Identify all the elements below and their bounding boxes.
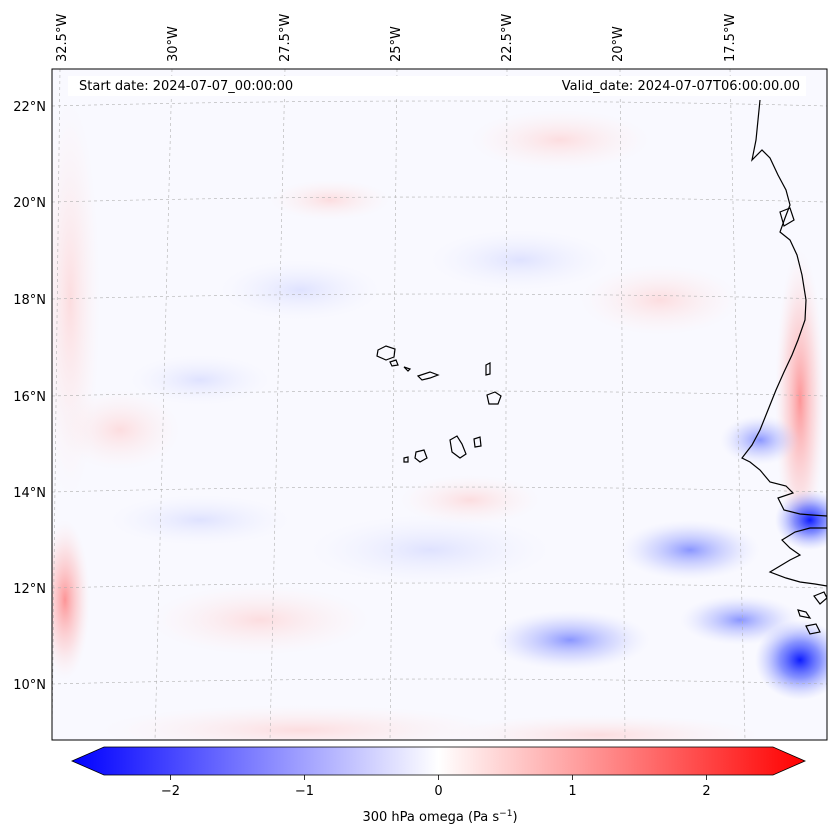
colorbar-tick-label: 1 — [568, 784, 576, 799]
meridian-line — [619, 69, 626, 740]
colorbar-tick-label: −2 — [161, 784, 180, 799]
lat-label: 18°N — [13, 293, 46, 308]
omega-patch — [490, 610, 650, 670]
island-sao-nicolau — [416, 371, 440, 381]
lon-label: 27.5°W — [278, 14, 293, 62]
coastal-island — [779, 207, 795, 227]
lon-label: 30°W — [166, 26, 181, 62]
omega-patch — [775, 250, 825, 550]
coastline — [741, 99, 827, 635]
colorbar: −2 −1 0 1 2 300 hPa omega (Pa s−1) — [71, 746, 806, 825]
lat-label: 20°N — [13, 196, 46, 211]
start-date-label: Start date: 2024-07-07_00:00:00 — [79, 79, 293, 94]
lat-label: 22°N — [13, 100, 46, 115]
map-panel: Start date: 2024-07-07_00:00:00 Valid_da… — [51, 68, 828, 741]
island-sao-vicente — [389, 359, 399, 367]
omega-patch — [720, 415, 800, 465]
africa-coastline — [768, 527, 827, 587]
island-sal — [485, 362, 491, 376]
omega-patch — [470, 110, 650, 170]
lon-label: 20°W — [611, 26, 626, 62]
colorbar-body — [71, 746, 806, 776]
parallel-line — [52, 486, 827, 493]
colorbar-tick-label: −1 — [295, 784, 314, 799]
lon-label: 32.5°W — [55, 14, 70, 62]
island-maio — [473, 436, 482, 448]
island-fogo — [414, 449, 428, 463]
meridian-line — [504, 69, 508, 740]
omega-patch — [220, 260, 380, 320]
omega-patch — [52, 520, 90, 680]
latitude-labels: 22°N 20°N 18°N 16°N 14°N 12°N 10°N — [13, 100, 46, 693]
graticule — [52, 69, 827, 740]
parallel-line — [52, 678, 827, 685]
valid-date-label: Valid_date: 2024-07-07T06:00:00.00 — [562, 79, 800, 94]
omega-patch — [775, 490, 827, 550]
omega-patch — [150, 585, 370, 655]
lat-label: 10°N — [13, 678, 46, 693]
coastal-island — [797, 609, 812, 619]
coastal-island — [813, 591, 827, 605]
lat-label: 16°N — [13, 390, 46, 405]
meridian-line — [729, 69, 746, 740]
lat-label: 12°N — [13, 582, 46, 597]
omega-patch — [130, 355, 270, 405]
colorbar-title-end: ) — [512, 810, 517, 825]
omega-patch — [60, 390, 180, 470]
longitude-labels: 32.5°W 30°W 27.5°W 25°W 22.5°W 20°W 17.5… — [55, 14, 738, 62]
omega-patch — [100, 705, 500, 740]
omega-patch — [110, 495, 290, 545]
island-santiago — [449, 435, 467, 459]
lon-label: 25°W — [389, 26, 404, 62]
parallel-line — [52, 100, 827, 107]
colorbar-tick-label: 0 — [434, 784, 442, 799]
island-santo-antao — [376, 345, 396, 361]
colorbar-title-main: 300 hPa omega (Pa s — [362, 810, 499, 825]
lat-label: 14°N — [13, 486, 46, 501]
meridian-line — [389, 69, 398, 740]
omega-patch — [430, 230, 610, 290]
colorbar-tick-label: 2 — [702, 784, 710, 799]
omega-patch — [310, 515, 550, 585]
omega-patch — [580, 265, 740, 335]
colorbar-title: 300 hPa omega (Pa s−1) — [362, 809, 517, 825]
lon-label: 22.5°W — [500, 14, 515, 62]
omega-patch — [270, 180, 390, 220]
lon-label: 17.5°W — [723, 14, 738, 62]
parallel-line — [52, 390, 827, 397]
omega-patch — [620, 520, 760, 580]
omega-patch — [440, 715, 760, 740]
map-frame — [51, 68, 828, 741]
meridian-line — [52, 69, 61, 740]
meridian-line — [269, 69, 286, 740]
coastal-island — [805, 623, 821, 635]
parallel-line — [52, 196, 827, 203]
colorbar-ticks: −2 −1 0 1 2 — [161, 775, 711, 799]
omega-patch — [755, 620, 827, 700]
africa-coastline — [741, 99, 827, 517]
omega-field — [52, 100, 827, 740]
island-santa-luzia — [403, 366, 412, 372]
date-label-band — [68, 76, 806, 96]
parallel-line — [52, 582, 827, 589]
colorbar-title-exponent: −1 — [499, 809, 512, 819]
parallel-line — [52, 293, 827, 300]
meridian-line — [154, 69, 173, 740]
cape-verde-islands — [376, 345, 502, 463]
omega-patch — [400, 475, 540, 525]
island-boa-vista — [486, 391, 502, 405]
island-brava — [403, 456, 409, 463]
